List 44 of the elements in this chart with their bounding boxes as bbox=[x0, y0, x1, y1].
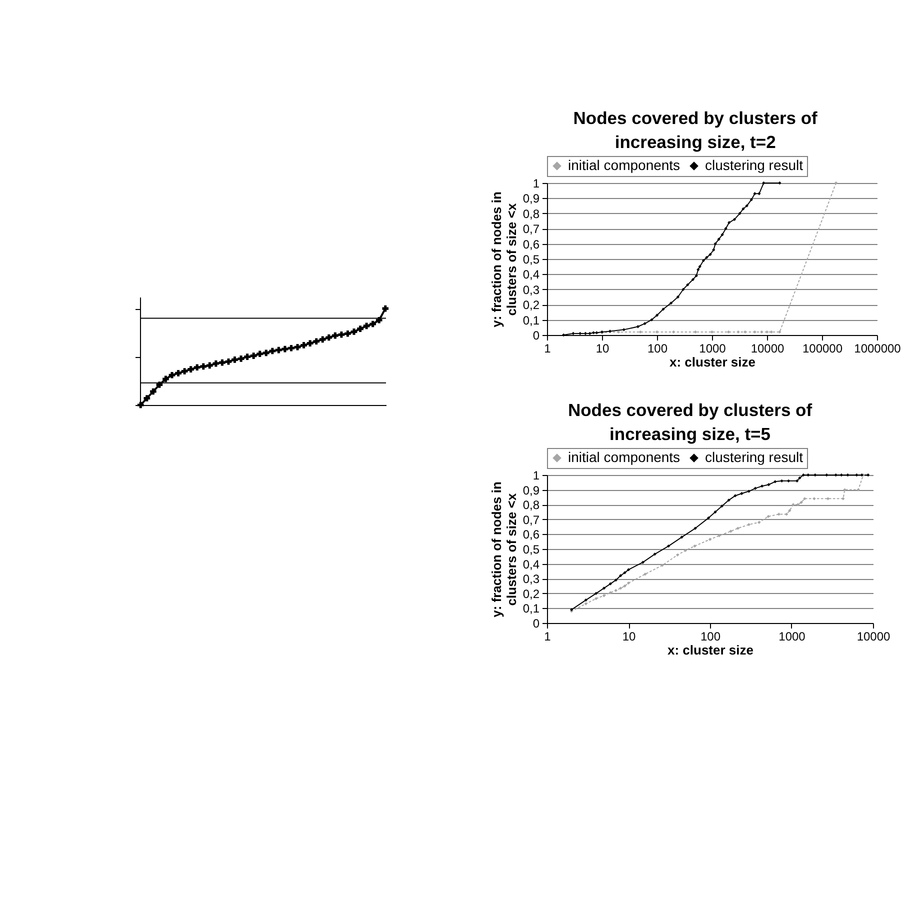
y-tick-label: 1 bbox=[532, 176, 540, 190]
y-tick-label: 0,4 bbox=[522, 557, 540, 572]
y-tick-label: 0 bbox=[532, 616, 540, 630]
chart-title: Nodes covered by clusters of increasing size, t=5 bbox=[568, 400, 812, 444]
y-tick-label: 0,1 bbox=[522, 602, 540, 616]
y-tick-label: 0,7 bbox=[522, 512, 540, 527]
y-tick-label: 0,2 bbox=[522, 586, 540, 601]
legend-label: initial components bbox=[568, 449, 680, 465]
y-tick-label: 0,9 bbox=[522, 483, 540, 498]
y-axis-title: y: fraction of nodes in clusters of size <x bbox=[488, 482, 519, 618]
legend-label: clustering result bbox=[705, 157, 804, 173]
y-tick-label: 0,3 bbox=[522, 282, 540, 297]
y-tick-label: 0,7 bbox=[522, 222, 540, 236]
y-tick-label: 0,5 bbox=[522, 542, 540, 556]
x-tick-label: 1 bbox=[544, 342, 552, 356]
x-tick-label: 10000 bbox=[750, 342, 785, 356]
x-tick-label: 100000 bbox=[802, 342, 843, 356]
legend-label: clustering result bbox=[705, 449, 804, 465]
y-tick-label: 0,9 bbox=[522, 192, 540, 206]
x-tick-label: 10000 bbox=[856, 630, 891, 644]
y-tick-label: 0,6 bbox=[522, 237, 540, 252]
legend-label: initial components bbox=[568, 157, 680, 173]
chart-title: Nodes covered by clusters of increasing size, t=2 bbox=[573, 108, 818, 152]
x-axis-title: x: cluster size bbox=[670, 354, 756, 370]
x-tick-label: 1000000 bbox=[854, 342, 902, 356]
x-tick-label: 10 bbox=[622, 630, 636, 644]
x-tick-label: 1000 bbox=[778, 630, 806, 644]
y-tick-label: 0,1 bbox=[522, 313, 540, 328]
y-tick-label: 0,5 bbox=[522, 252, 540, 266]
y-tick-label: 0,3 bbox=[522, 572, 540, 586]
x-axis-title: x: cluster size bbox=[668, 642, 754, 658]
x-tick-label: 100 bbox=[700, 630, 721, 644]
y-tick-label: 0 bbox=[532, 328, 540, 342]
x-tick-label: 1 bbox=[544, 630, 552, 644]
y-tick-label: 0,6 bbox=[522, 528, 540, 542]
y-tick-label: 0,4 bbox=[522, 268, 540, 282]
y-tick-label: 0,8 bbox=[522, 206, 540, 221]
y-tick-label: 0,2 bbox=[522, 298, 540, 312]
x-tick-label: 1000 bbox=[699, 342, 726, 356]
x-tick-label: 10 bbox=[596, 342, 610, 356]
y-tick-label: 1 bbox=[532, 468, 540, 482]
y-axis-title: y: fraction of nodes in clusters of size <x bbox=[488, 192, 519, 328]
y-tick-label: 0,8 bbox=[522, 498, 540, 512]
x-tick-label: 100 bbox=[647, 342, 668, 356]
